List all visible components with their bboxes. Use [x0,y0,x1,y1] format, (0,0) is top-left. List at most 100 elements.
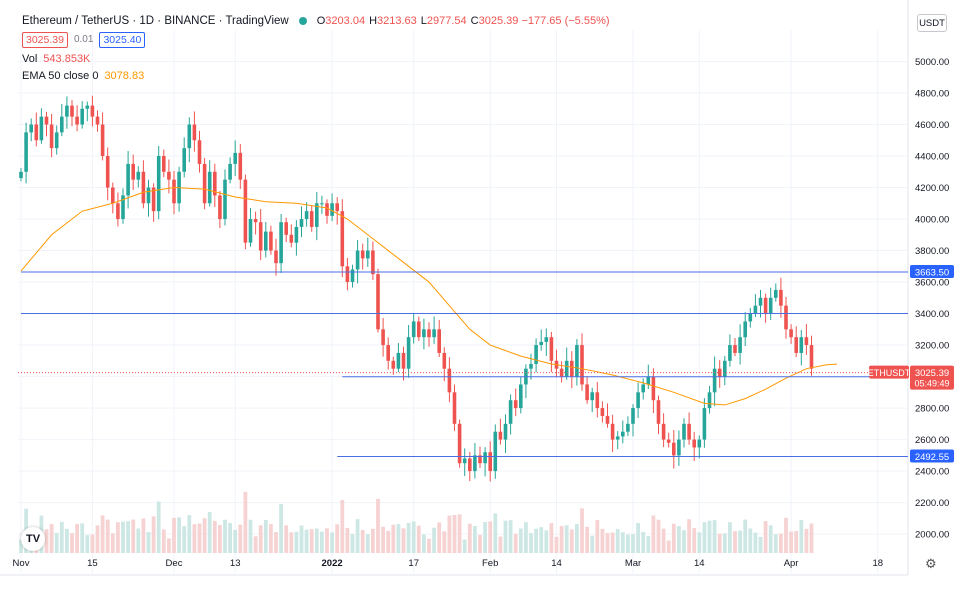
volume-bar [564,525,569,553]
volume-bar [728,522,732,553]
candle-body [355,250,360,270]
volume-bar [605,533,610,553]
x-tick-label: Mar [625,558,641,569]
volume-bar [406,522,411,553]
candle-body [789,329,793,338]
sell-price-button[interactable]: 3025.39 [22,32,68,48]
volume-bar [661,528,666,553]
volume-bar [116,522,120,553]
candle-body [422,329,426,338]
volume-bar [539,527,544,553]
candle-body [687,423,691,440]
volume-bar [569,529,574,553]
x-tick-label: Feb [482,558,498,569]
volume-bar [289,532,294,553]
volume-bar [396,524,401,553]
candle-body [417,321,421,338]
candle-body [264,231,268,251]
y-tick-label: 2000.00 [915,530,949,541]
candle-body [406,337,411,369]
ohlc-key-c: C [470,15,479,27]
volume-bar [330,532,334,553]
candle-body [529,363,533,369]
gear-icon[interactable]: ⚙ [925,556,937,571]
candle-body [539,341,543,346]
volume-bar [401,528,406,553]
volume-bar [763,521,768,553]
y-tick-label: 3600.00 [915,278,949,289]
volume-bar [279,503,283,553]
currency-selector[interactable]: USDT [917,14,947,32]
volume-bar [335,524,340,553]
buy-price-button[interactable]: 3025.40 [99,32,146,48]
candle-body [575,345,579,377]
y-tick-label: 4200.00 [915,183,949,194]
volume-bar [269,524,273,553]
tradingview-logo[interactable]: TV [21,527,45,551]
candle-body [345,266,350,283]
volume-bar [146,532,151,553]
candle-body [243,179,248,243]
candle-body [666,439,671,443]
volume-bar [651,515,656,553]
symbol-title[interactable]: Ethereum / TetherUS · 1D · BINANCE · Tra… [22,15,289,27]
ema-label[interactable]: EMA 50 close 0 [22,70,99,82]
candle-body [590,392,594,401]
candle-body [804,337,809,346]
volume-bar [758,536,763,553]
price-axis-panel[interactable] [908,0,978,595]
candle-body [580,345,584,385]
volume-bar [508,520,513,553]
candle-body [396,352,401,369]
volume-bar [360,530,365,553]
candle-body [774,289,778,298]
volume-bar [610,532,615,553]
candle-body [763,297,768,314]
volume-bar [457,514,462,553]
candle-body [121,195,125,220]
volume-bar [70,533,74,553]
volume-bar [631,534,635,553]
volume-bar [65,528,69,553]
volume-bar [95,525,100,553]
y-tick-label: 5000.00 [915,57,949,68]
volume-bar [666,540,671,553]
candle-body [391,360,396,369]
volume-bar [294,531,299,553]
y-tick-label: 3200.00 [915,341,949,352]
candle-body [733,345,737,353]
ohlc-key-o: O [316,15,326,27]
volume-bar [355,519,360,553]
volume-bar [467,523,472,553]
candle-body [427,329,431,338]
volume-bar [202,518,207,553]
y-tick-label: 4400.00 [915,152,949,163]
y-tick-label: 2200.00 [915,498,949,509]
volume-bar [590,535,595,553]
candle-body [386,345,390,361]
volume-bar [411,521,416,553]
volume-bar [391,524,396,553]
candle-body [447,368,452,393]
buy-sell-row: 3025.39 0.01 3025.40 [22,32,614,48]
candle-body [65,105,69,117]
volume-bar [738,530,742,553]
candle-body [723,360,727,377]
candle-body [784,305,788,330]
symbol-row: Ethereum / TetherUS · 1D · BINANCE · Tra… [22,13,614,29]
candle-body [131,163,135,180]
volume-bar [253,536,258,553]
volume-bar [743,519,748,553]
volume-bar [462,539,467,553]
volume-bar [427,538,431,553]
volume-bar [529,533,533,553]
volume-bar [452,515,457,553]
volume-bar [687,519,691,553]
volume-bar [789,531,793,553]
volume-bar [90,534,95,553]
candle-body [478,455,482,464]
volume-bar [350,534,355,553]
volume-bar [513,533,518,553]
